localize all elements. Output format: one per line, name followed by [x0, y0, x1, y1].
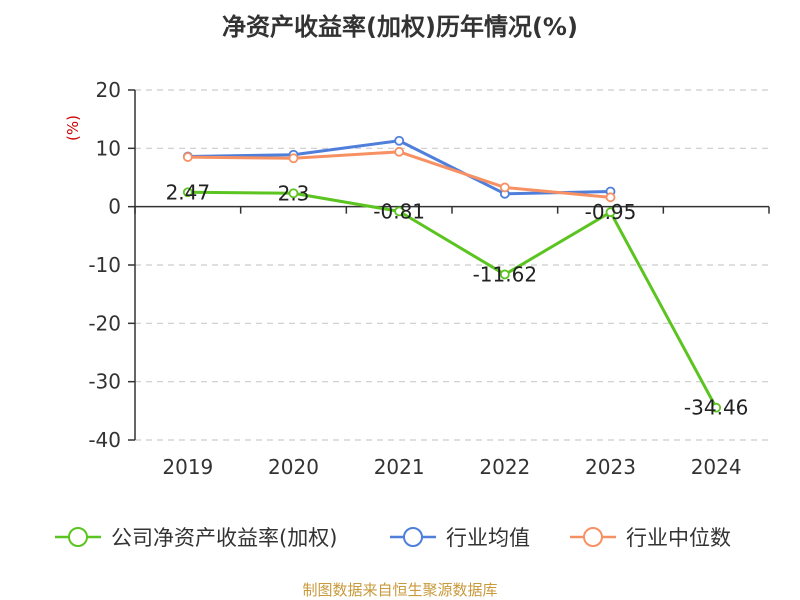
- data-labels: 2.47 2.3 -0.81 -11.62 -0.95 -34.46: [166, 180, 749, 419]
- legend: 公司净资产收益率(加权) 行业均值 行业中位数: [55, 526, 731, 550]
- y-tick-label: -10: [88, 253, 121, 277]
- x-tick-label: 2021: [374, 455, 425, 479]
- data-point: [605, 207, 616, 218]
- data-point: [288, 188, 299, 199]
- x-tick-label: 2020: [268, 455, 319, 479]
- legend-label: 行业中位数: [626, 526, 731, 550]
- y-tick-label: 10: [96, 136, 121, 160]
- data-point: [605, 192, 616, 203]
- data-point: [394, 206, 405, 217]
- data-label: -34.46: [684, 396, 748, 420]
- chart-title: 净资产收益率(加权)历年情况(%): [222, 13, 578, 41]
- data-point: [394, 135, 405, 146]
- data-label: -0.95: [585, 200, 637, 224]
- series-lines: [182, 135, 722, 413]
- axes: 20 10 0 -10 -20 -30 -40 2019 2020 2021 2022 2023 202…: [88, 78, 770, 479]
- y-tick-label: -30: [88, 370, 121, 394]
- x-tick-label: 2024: [691, 455, 742, 479]
- data-label: -11.62: [473, 262, 537, 286]
- data-point: [288, 153, 299, 164]
- series-line: [186, 150, 612, 199]
- grid: [135, 89, 769, 441]
- legend-marker: [403, 527, 423, 547]
- data-point: [394, 146, 405, 157]
- y-tick-label: 0: [108, 195, 121, 219]
- data-label: -0.81: [373, 199, 425, 223]
- data-label: 2.47: [166, 180, 211, 204]
- y-axis-unit-label: (%): [64, 115, 82, 141]
- y-tick-label: 20: [96, 78, 121, 102]
- x-tick-label: 2022: [479, 455, 530, 479]
- y-tick-label: -40: [88, 428, 121, 452]
- x-tick-label: 2023: [585, 455, 636, 479]
- legend-marker: [68, 527, 88, 547]
- data-point: [499, 269, 510, 280]
- data-point: [499, 182, 510, 193]
- data-point: [182, 152, 193, 162]
- data-point: [711, 402, 722, 413]
- legend-marker: [583, 527, 603, 547]
- x-tick-label: 2019: [162, 455, 213, 479]
- data-label: 2.3: [278, 181, 310, 205]
- legend-label: 公司净资产收益率(加权): [111, 526, 337, 550]
- series-line: [186, 190, 718, 410]
- data-point: [182, 187, 193, 198]
- source-note: 制图数据来自恒生聚源数据库: [302, 581, 497, 599]
- y-tick-label: -20: [88, 311, 121, 335]
- legend-label: 行业均值: [446, 526, 530, 550]
